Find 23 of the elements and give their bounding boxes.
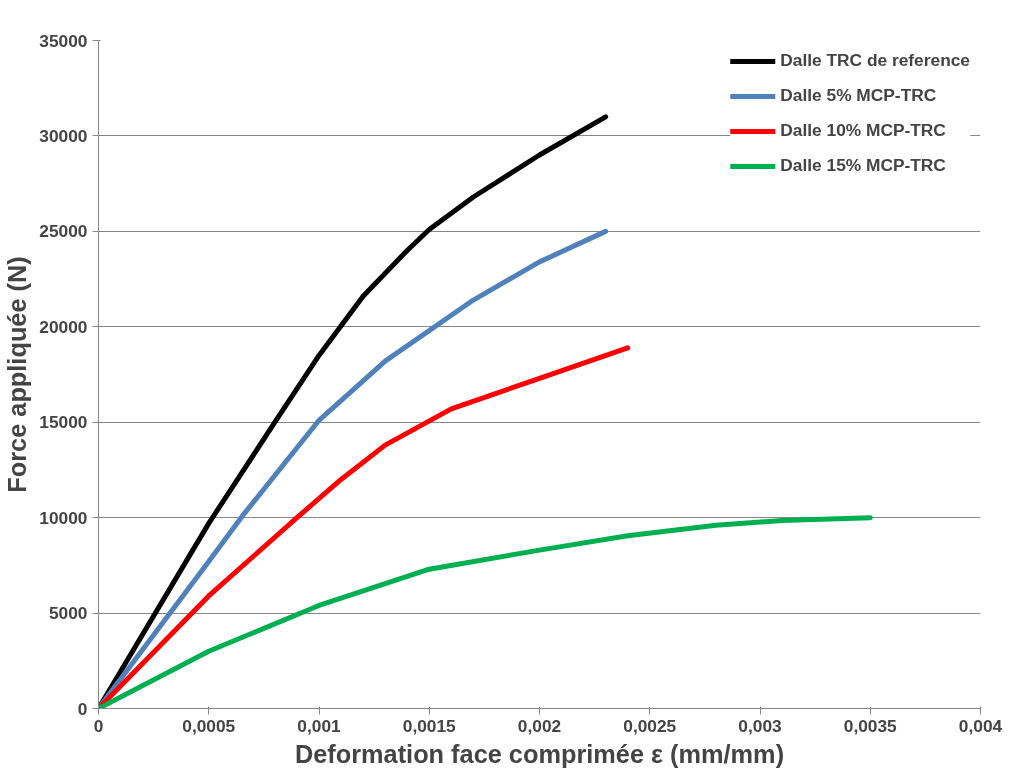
x-tick-label: 0,0025: [623, 715, 677, 736]
y-tick-label: 35000: [39, 30, 88, 51]
x-axis-title: Deformation face comprimée ε (mm/mm): [294, 739, 785, 768]
y-tick-label: 30000: [39, 125, 88, 146]
y-tick-label: 5000: [48, 603, 88, 624]
x-tick-label: 0,001: [297, 715, 342, 736]
legend-label: Dalle 5% MCP-TRC: [780, 85, 937, 106]
y-tick-label: 20000: [39, 316, 88, 337]
legend-label: Dalle 10% MCP-TRC: [780, 120, 946, 141]
y-tick-label: 10000: [39, 507, 88, 528]
x-tick-label: 0,002: [517, 715, 562, 736]
y-tick-label: 25000: [39, 221, 88, 242]
x-tick-label: 0,004: [958, 715, 1003, 736]
x-tick-label: 0,0015: [402, 715, 457, 736]
y-axis-title: Force appliquée (N): [3, 256, 32, 493]
x-tick-label: 0: [93, 715, 104, 736]
y-tick-label: 15000: [39, 412, 88, 433]
y-tick-label: 0: [77, 698, 88, 719]
x-tick-label: 0,003: [738, 715, 783, 736]
legend-label: Dalle 15% MCP-TRC: [780, 155, 946, 176]
x-tick-label: 0,0005: [182, 715, 236, 736]
legend-label: Dalle TRC de reference: [780, 50, 970, 71]
x-tick-label: 0,0035: [843, 715, 898, 736]
